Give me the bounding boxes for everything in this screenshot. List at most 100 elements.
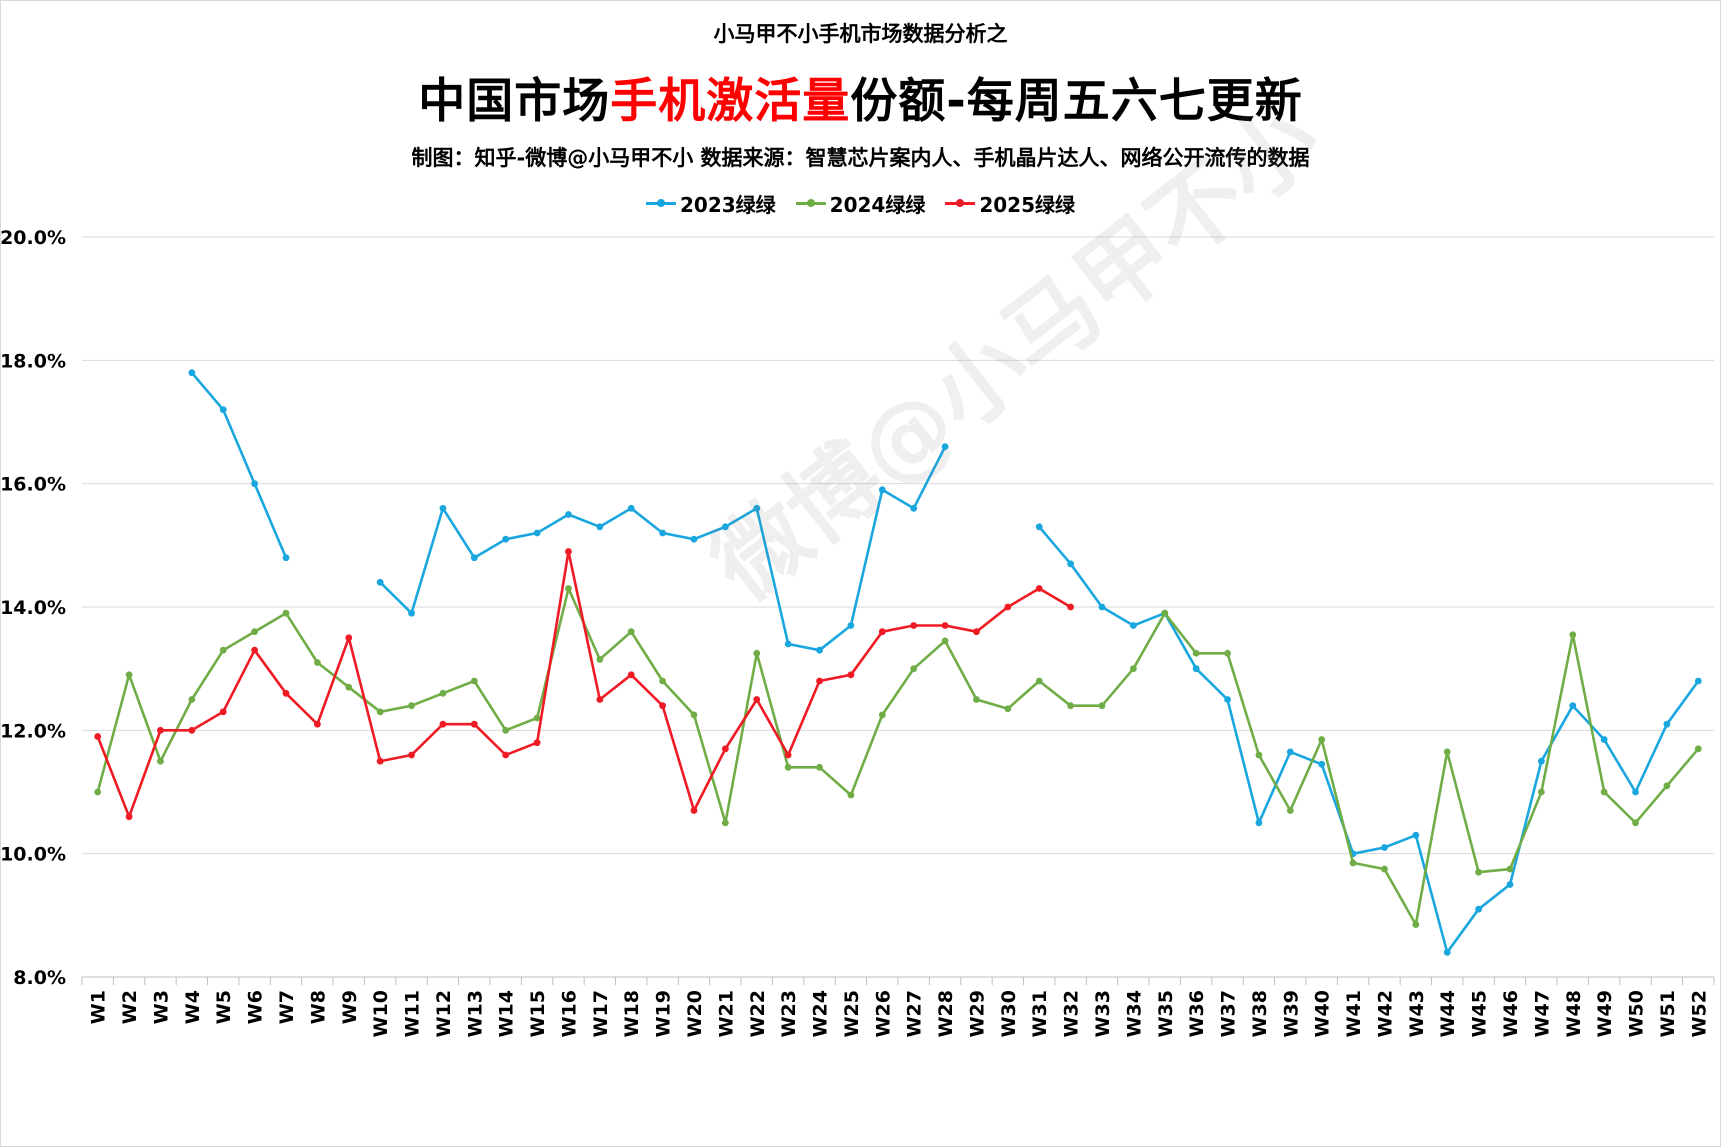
data-point-2023: [1035, 523, 1043, 531]
data-point-2023: [690, 535, 698, 543]
data-point-2024: [1475, 868, 1483, 876]
data-point-2024: [1255, 751, 1263, 759]
x-tick-label: W30: [998, 990, 1020, 1037]
y-tick-label: 16.0%: [0, 474, 66, 496]
data-point-2023: [1224, 696, 1231, 703]
data-point-2025: [753, 696, 761, 703]
chart-pretitle: 小马甲不小手机市场数据分析之: [713, 22, 1008, 46]
data-point-2024: [1443, 748, 1451, 756]
chart-title-part2: 份额-每周五六七更新: [850, 74, 1303, 129]
data-point-2023: [1537, 757, 1545, 765]
x-tick-label: W44: [1437, 990, 1459, 1037]
data-point-2023: [1694, 677, 1702, 685]
x-tick-label: W11: [402, 990, 424, 1037]
x-tick-label: W46: [1500, 990, 1522, 1037]
data-point-2024: [627, 628, 635, 636]
data-point-2023: [659, 529, 667, 537]
y-tick-label: 18.0%: [0, 350, 66, 372]
data-point-2025: [659, 702, 667, 710]
x-tick-label: W51: [1657, 990, 1679, 1037]
x-tick-label: W25: [841, 990, 863, 1037]
data-point-2023: [408, 609, 415, 617]
data-point-2024: [1663, 782, 1671, 790]
data-point-2025: [784, 751, 792, 759]
data-point-2024: [753, 649, 761, 657]
data-point-2025: [1067, 603, 1075, 611]
data-point-2025: [376, 757, 384, 765]
data-point-2024: [784, 763, 792, 771]
x-tick-label: W43: [1406, 990, 1428, 1037]
data-point-2023: [376, 578, 384, 586]
x-tick-label: W39: [1280, 990, 1302, 1037]
data-point-2024: [973, 696, 980, 703]
legend-label-2024: 2024绿绿: [829, 193, 926, 217]
data-point-2025: [439, 720, 447, 728]
x-tick-label: W19: [653, 990, 675, 1037]
data-point-2024: [408, 702, 415, 710]
data-point-2025: [94, 733, 102, 740]
data-point-2023: [1475, 905, 1483, 913]
data-point-2023: [1381, 844, 1388, 851]
data-point-2024: [157, 757, 164, 765]
y-tick-label: 14.0%: [0, 597, 66, 619]
x-tick-label: W17: [590, 990, 612, 1037]
data-point-2024: [1224, 649, 1231, 657]
x-tick-label: W6: [245, 990, 267, 1024]
legend-swatch-2025: [945, 199, 976, 207]
series-line-2024: [96, 587, 1700, 926]
data-point-2024: [282, 609, 290, 617]
data-point-2024: [502, 726, 510, 734]
x-tick-label: W24: [810, 990, 832, 1037]
legend-swatch-2023: [645, 199, 676, 207]
x-tick-label: W37: [1218, 990, 1240, 1037]
x-tick-label: W38: [1249, 990, 1271, 1037]
x-tick-label: W8: [307, 990, 329, 1024]
data-point-2025: [910, 622, 918, 629]
data-point-2024: [1067, 702, 1075, 710]
x-tick-label: W3: [150, 990, 172, 1024]
data-point-2024: [125, 671, 133, 679]
data-point-2023: [282, 554, 290, 562]
data-point-2025: [125, 813, 133, 821]
x-tick-label: W2: [119, 990, 141, 1024]
data-point-2025: [533, 739, 541, 747]
data-point-2025: [470, 720, 478, 728]
legend-item-2024[interactable]: 2024绿绿: [795, 189, 926, 218]
x-tick-label: W9: [339, 990, 361, 1024]
legend-item-2025[interactable]: 2025绿绿: [945, 189, 1075, 218]
data-point-2024: [376, 708, 384, 716]
data-point-2025: [941, 622, 949, 629]
x-tick-label: W41: [1343, 990, 1365, 1037]
legend-item-2023[interactable]: 2023绿绿: [645, 189, 776, 218]
series-line-2025: [96, 550, 1072, 819]
data-point-2024: [1192, 649, 1200, 657]
data-point-2024: [565, 585, 572, 592]
data-point-2023: [784, 640, 792, 648]
data-point-2025: [627, 671, 635, 679]
data-point-2025: [345, 634, 353, 642]
data-point-2024: [941, 637, 949, 645]
x-tick-label: W32: [1061, 990, 1083, 1037]
data-point-2024: [1569, 631, 1577, 639]
data-point-2023: [847, 622, 855, 629]
data-point-2025: [565, 548, 572, 555]
data-point-2024: [659, 677, 667, 685]
x-tick-label: W48: [1563, 990, 1585, 1037]
data-point-2023: [1192, 665, 1200, 673]
data-point-2023: [1412, 831, 1420, 839]
legend-label-2025: 2025绿绿: [979, 193, 1075, 217]
x-tick-label: W52: [1688, 990, 1710, 1037]
data-point-2023: [1663, 720, 1671, 728]
x-tick-label: W10: [370, 990, 392, 1037]
data-point-2023: [565, 511, 572, 518]
data-point-2024: [816, 763, 823, 771]
series-line-2023: [379, 446, 947, 652]
x-tick-label: W33: [1092, 990, 1114, 1037]
data-point-2023: [251, 480, 259, 488]
legend-label-2023: 2023绿绿: [679, 193, 776, 217]
data-point-2023: [1632, 788, 1639, 796]
data-point-2023: [188, 369, 196, 377]
x-tick-label: W40: [1312, 990, 1334, 1037]
x-tick-label: W26: [872, 990, 894, 1037]
